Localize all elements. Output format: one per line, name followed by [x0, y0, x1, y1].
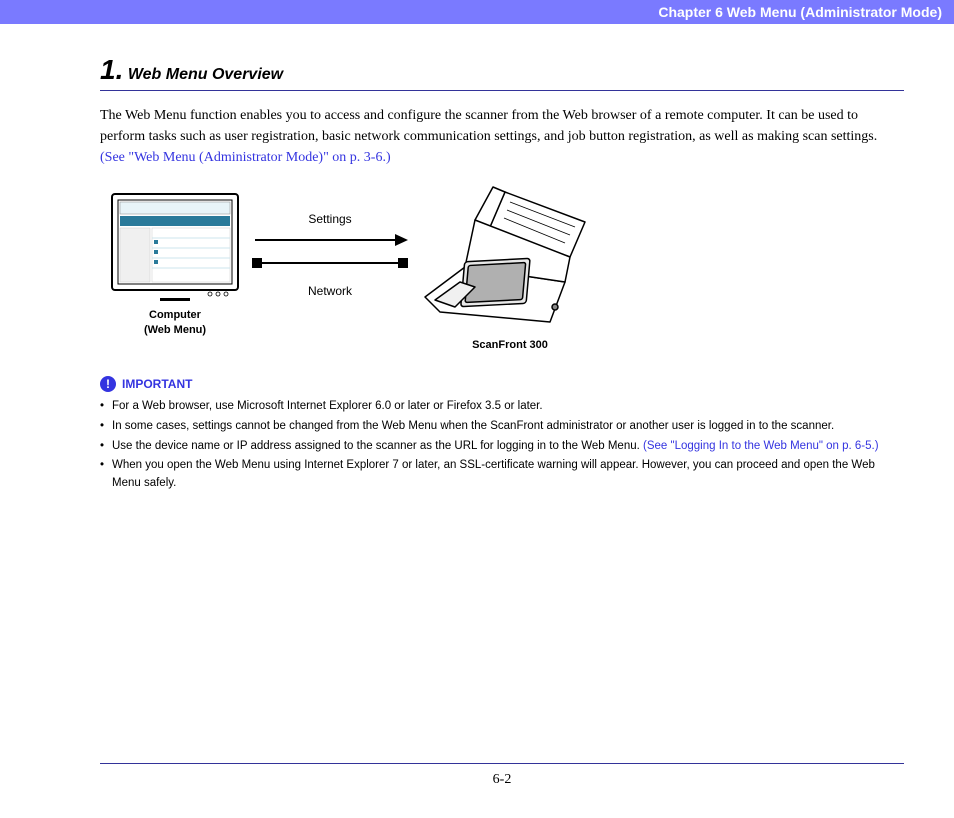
section-name: Web Menu Overview — [128, 66, 283, 83]
bullet-link[interactable]: (See "Logging In to the Web Menu" on p. … — [643, 440, 879, 452]
connection-arrow: Settings Network — [250, 212, 410, 298]
page-footer: 6-2 — [100, 763, 904, 788]
important-icon: ! — [100, 376, 116, 392]
intro-link[interactable]: (See "Web Menu (Administrator Mode)" on … — [100, 150, 391, 165]
section-number: 1. — [100, 54, 123, 85]
diagram: Computer (Web Menu) Settings Network — [100, 192, 660, 362]
computer-label-line2: (Web Menu) — [144, 324, 206, 336]
list-item: In some cases, settings cannot be change… — [100, 418, 904, 436]
footer-rule — [100, 763, 904, 764]
arrow-label-network: Network — [250, 284, 410, 298]
arrow-icon — [250, 230, 410, 250]
monitor-icon — [110, 192, 240, 302]
page-number: 6-2 — [100, 772, 904, 788]
scanner-label: ScanFront 300 — [400, 339, 620, 351]
computer-illustration: Computer (Web Menu) — [110, 192, 240, 339]
intro-paragraph: The Web Menu function enables you to acc… — [100, 105, 904, 168]
important-list: For a Web browser, use Microsoft Interne… — [100, 398, 904, 493]
computer-label: Computer (Web Menu) — [110, 308, 240, 339]
important-block: ! IMPORTANT For a Web browser, use Micro… — [100, 376, 904, 493]
section-title: 1. Web Menu Overview — [100, 54, 904, 91]
computer-label-line1: Computer — [149, 309, 201, 321]
bullet-text: In some cases, settings cannot be change… — [112, 420, 834, 432]
intro-text: The Web Menu function enables you to acc… — [100, 108, 877, 144]
page-content: 1. Web Menu Overview The Web Menu functi… — [0, 24, 954, 493]
network-line-icon — [250, 255, 410, 271]
arrow-label-settings: Settings — [250, 212, 410, 226]
list-item: Use the device name or IP address assign… — [100, 438, 904, 456]
list-item: When you open the Web Menu using Interne… — [100, 457, 904, 493]
bullet-text: For a Web browser, use Microsoft Interne… — [112, 400, 543, 412]
scanner-icon — [415, 182, 605, 332]
bullet-text: When you open the Web Menu using Interne… — [112, 459, 875, 489]
list-item: For a Web browser, use Microsoft Interne… — [100, 398, 904, 416]
important-label: IMPORTANT — [122, 377, 192, 391]
chapter-header: Chapter 6 Web Menu (Administrator Mode) — [0, 0, 954, 24]
scanner-illustration: ScanFront 300 — [400, 182, 620, 351]
bullet-text: Use the device name or IP address assign… — [112, 440, 643, 452]
important-header: ! IMPORTANT — [100, 376, 904, 392]
